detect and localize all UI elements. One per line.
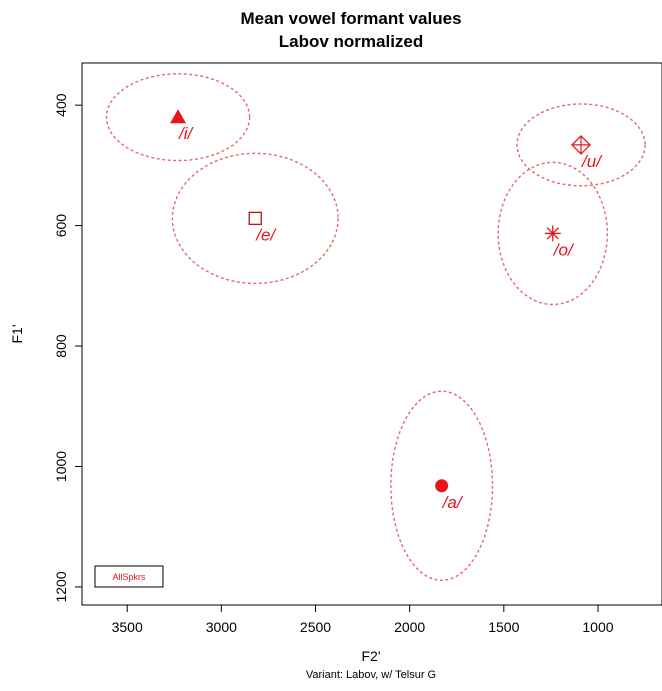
x-tick-label: 1000 xyxy=(582,619,613,635)
y-axis-label: F1' xyxy=(9,324,25,343)
vowel-label: /i/ xyxy=(178,124,195,143)
confidence-ellipse xyxy=(105,73,251,162)
chart-subtitle: Labov normalized xyxy=(279,32,424,51)
vowel-label: /u/ xyxy=(581,152,603,171)
vowel-label: /o/ xyxy=(553,240,575,259)
ellipse-layer xyxy=(105,73,646,582)
x-tick-label: 2000 xyxy=(394,619,425,635)
y-tick-label: 1200 xyxy=(53,571,69,602)
chart-caption: Variant: Labov, w/ Telsur G xyxy=(306,669,436,681)
chart-title: Mean vowel formant values xyxy=(240,9,461,28)
y-tick-label: 600 xyxy=(53,214,69,238)
vowel-point: /e/ xyxy=(248,211,277,244)
y-tick-label: 1000 xyxy=(53,451,69,482)
circle-marker xyxy=(435,479,449,493)
plot-area xyxy=(81,62,662,606)
x-tick-label: 2500 xyxy=(300,619,331,635)
confidence-ellipse xyxy=(171,152,339,285)
vowel-label: /a/ xyxy=(442,493,464,512)
legend-label: AllSpkrs xyxy=(112,572,146,582)
triangle-marker xyxy=(170,109,187,124)
vowel-point: /a/ xyxy=(435,479,464,512)
legend: AllSpkrs xyxy=(94,565,164,588)
y-tick-label: 400 xyxy=(53,93,69,117)
confidence-ellipse xyxy=(497,161,609,306)
square-marker xyxy=(248,211,262,226)
x-axis: 3500 3000 2500 2000 1500 1000 xyxy=(112,604,614,635)
x-tick-label: 1500 xyxy=(488,619,519,635)
vowel-point: /o/ xyxy=(544,225,575,259)
confidence-ellipse xyxy=(516,103,646,187)
vowel-point: /u/ xyxy=(571,134,603,171)
asterisk-stroke xyxy=(546,227,559,240)
vowel-point: /i/ xyxy=(170,109,195,143)
x-tick-label: 3500 xyxy=(112,619,143,635)
x-axis-label: F2' xyxy=(361,648,380,664)
y-tick-label: 800 xyxy=(53,334,69,358)
confidence-ellipse xyxy=(390,390,494,582)
x-tick-label: 3000 xyxy=(206,619,237,635)
marker-layer: /i/ /e/ /u/ /o/ /a/ xyxy=(170,109,603,512)
y-axis: 400 600 800 1000 1200 xyxy=(53,93,83,603)
vowel-label: /e/ xyxy=(255,225,277,244)
legend-box xyxy=(94,565,164,588)
